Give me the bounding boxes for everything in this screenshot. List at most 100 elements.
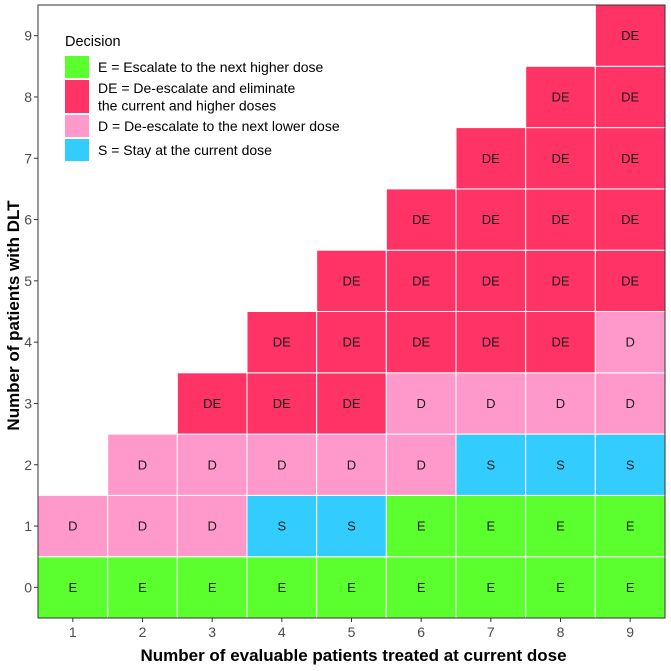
- cell-label: E: [417, 580, 426, 595]
- heatmap-cell: [594, 4, 666, 67]
- cell-label: DE: [621, 151, 639, 166]
- cell-label: E: [486, 580, 495, 595]
- cell-label: DE: [273, 396, 291, 411]
- heatmap-cell: [525, 311, 596, 374]
- x-tick-label: 8: [557, 624, 565, 640]
- cell-label: DE: [482, 212, 500, 227]
- y-tick-label: 2: [24, 457, 32, 473]
- x-tick-label: 2: [139, 624, 147, 640]
- cell-label: DE: [621, 89, 639, 104]
- cell-label: D: [486, 396, 495, 411]
- x-tick-label: 4: [278, 624, 286, 640]
- cell-label: D: [68, 519, 77, 534]
- cell-label: D: [138, 457, 147, 472]
- heatmap-cell: [246, 311, 318, 374]
- cell-label: DE: [621, 273, 639, 288]
- cell-label: E: [556, 519, 565, 534]
- heatmap-cell: [455, 433, 527, 496]
- x-axis: 1 2 3 4 5 6 7 8 9: [69, 618, 634, 640]
- cell-label: DE: [412, 335, 430, 350]
- cell-label: D: [277, 457, 286, 472]
- cell-label: D: [416, 457, 425, 472]
- heatmap-cell: [525, 65, 596, 129]
- cell-label: E: [208, 580, 217, 595]
- heatmap-cell: [385, 494, 457, 558]
- cell-label: DE: [412, 273, 430, 288]
- heatmap-cell: [37, 556, 109, 619]
- cell-label: E: [626, 580, 635, 595]
- cell-label: E: [277, 580, 286, 595]
- heatmap-cell: [385, 556, 457, 619]
- legend-label: the current and higher doses: [98, 97, 276, 113]
- legend-label: E = Escalate to the next higher dose: [98, 59, 324, 75]
- cell-label: E: [347, 580, 356, 595]
- cell-label: DE: [342, 273, 360, 288]
- cell-label: DE: [482, 273, 500, 288]
- cell-label: D: [625, 396, 634, 411]
- legend: Decision E = Escalate to the next higher…: [65, 34, 340, 161]
- y-axis: 0 1 2 3 4 5 6 7 8 9: [24, 28, 38, 595]
- legend-title: Decision: [65, 34, 121, 50]
- cell-label: D: [416, 396, 425, 411]
- x-tick-label: 6: [417, 624, 425, 640]
- heatmap-cell: [316, 311, 387, 374]
- cell-label: D: [625, 335, 634, 350]
- cell-label: D: [207, 519, 216, 534]
- x-tick-label: 1: [69, 624, 77, 640]
- heatmap-cell: [525, 494, 596, 558]
- legend-key: [65, 139, 89, 161]
- cell-label: DE: [551, 273, 569, 288]
- cell-label: D: [347, 457, 356, 472]
- x-tick-label: 3: [208, 624, 216, 640]
- legend-label: DE = De-escalate and eliminate: [98, 80, 295, 96]
- cell-label: E: [626, 519, 635, 534]
- cell-label: DE: [342, 396, 360, 411]
- cell-label: E: [417, 519, 426, 534]
- heatmap-cell: [246, 433, 318, 496]
- y-axis-title: Number of patients with DLT: [4, 200, 23, 431]
- heatmap-cell: [525, 249, 596, 312]
- heatmap-cell: [525, 127, 596, 190]
- y-tick-label: 9: [24, 28, 32, 44]
- cell-label: DE: [342, 335, 360, 350]
- heatmap-cell: [594, 494, 666, 558]
- y-tick-label: 6: [24, 212, 32, 228]
- y-tick-label: 0: [24, 579, 32, 595]
- cell-label: S: [626, 457, 635, 472]
- legend-label: D = De-escalate to the next lower dose: [98, 118, 340, 134]
- heatmap-cell: [107, 556, 178, 619]
- heatmap-cell: [525, 372, 596, 435]
- cell-label: DE: [273, 335, 291, 350]
- heatmap-cell: [316, 372, 387, 435]
- heatmap-cell: [594, 556, 666, 619]
- heatmap-cell: [176, 494, 248, 558]
- cell-label: DE: [482, 151, 500, 166]
- x-axis-title: Number of evaluable patients treated at …: [140, 646, 566, 665]
- heatmap-cell: [316, 494, 387, 558]
- heatmap-cell: [107, 494, 178, 558]
- cell-label: DE: [621, 212, 639, 227]
- cell-label: E: [556, 580, 565, 595]
- heatmap-cell: [385, 311, 457, 374]
- heatmap-cell: [525, 188, 596, 251]
- cell-label: DE: [551, 335, 569, 350]
- cell-label: DE: [412, 212, 430, 227]
- heatmap-cell: [385, 372, 457, 435]
- heatmap-cell: [316, 249, 387, 312]
- y-tick-label: 1: [24, 518, 32, 534]
- cell-label: DE: [621, 28, 639, 43]
- y-tick-label: 5: [24, 273, 32, 289]
- legend-key: [65, 56, 89, 78]
- heatmap-cells: EDEDDEDDDEESDDEDEESDDEDEDEEEDDDEDEDEEESD…: [37, 4, 666, 619]
- x-tick-label: 7: [487, 624, 495, 640]
- y-tick-label: 8: [24, 89, 32, 105]
- heatmap-cell: [594, 249, 666, 312]
- heatmap-cell: [176, 433, 248, 496]
- x-tick-label: 5: [348, 624, 356, 640]
- heatmap-cell: [594, 311, 666, 374]
- y-tick-label: 4: [24, 334, 32, 350]
- heatmap-cell: [176, 372, 248, 435]
- cell-label: S: [277, 519, 286, 534]
- cell-label: DE: [203, 396, 221, 411]
